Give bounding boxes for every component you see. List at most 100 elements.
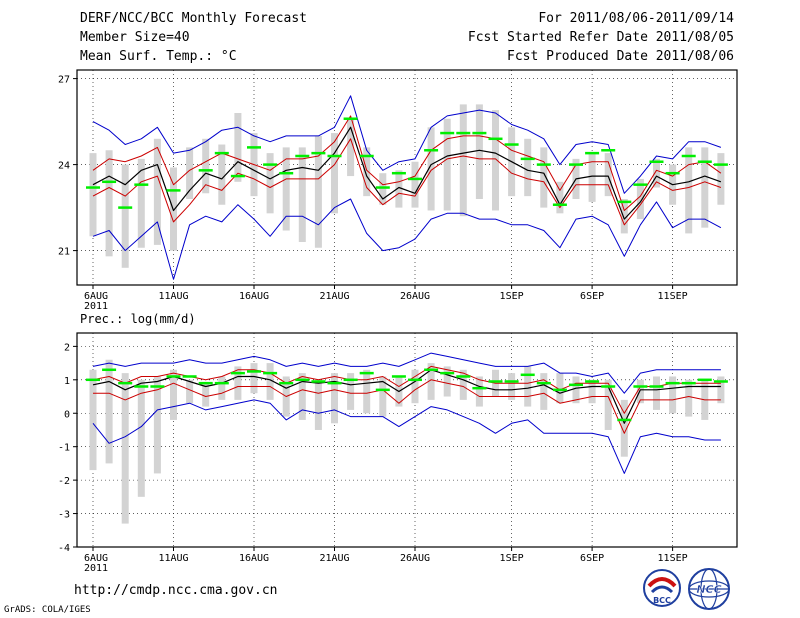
member-range-box — [620, 399, 628, 457]
x-tick-label: 16AUG — [239, 553, 269, 564]
fcst-started-date: Fcst Started Refer Date 2011/08/05 — [467, 30, 734, 45]
member-range-box — [411, 161, 419, 208]
member-range-box — [266, 363, 274, 400]
temperature-panel: 21 24 27 6AUG 11AUG 16AUG 21AUG 26AUG 1SEP 6SEP 11… — [58, 69, 738, 312]
x-tick-label: 16AUG — [239, 291, 269, 302]
member-range-box — [153, 138, 161, 245]
ensemble-mean-line — [92, 126, 722, 220]
x-tick-label: 1SEP — [500, 553, 524, 564]
member-range-box — [105, 359, 113, 464]
member-range-box — [186, 147, 194, 199]
member-range-box — [701, 147, 709, 228]
ensemble-mean-line — [92, 369, 721, 424]
member-range-box — [202, 383, 210, 407]
x-tick-label: 6SEP — [580, 553, 604, 564]
x-tick-label: 26AUG — [400, 553, 430, 564]
member-range-box — [411, 369, 419, 404]
member-range-box — [604, 379, 612, 430]
member-range-box — [218, 144, 226, 205]
member-range-box — [717, 376, 725, 404]
member-range-box — [588, 379, 596, 404]
member-range-box — [234, 366, 242, 400]
member-range-box — [170, 369, 177, 420]
member-range-box — [331, 373, 338, 424]
precip-panel-title: Prec.: log(mm/d) — [80, 312, 196, 326]
member-range-box — [636, 178, 644, 220]
member-range-box — [331, 133, 338, 214]
bcc-logo-text: BCC — [653, 596, 671, 605]
plot-frame — [76, 69, 738, 286]
variable-label: Mean Surf. Temp.: °C — [80, 49, 237, 64]
y-tick-label: 1 — [64, 376, 70, 387]
y-tick-label: 27 — [58, 75, 70, 86]
member-size: Member Size=40 — [80, 30, 190, 45]
member-range-box — [524, 366, 532, 407]
x-tick-label: 11AUG — [158, 553, 188, 564]
member-range-box — [540, 373, 548, 410]
member-range-box — [137, 158, 145, 248]
y-tick-label: -4 — [58, 543, 70, 554]
member-range-box — [186, 379, 194, 404]
member-range-box — [475, 104, 483, 199]
x-tick-label: 21AUG — [319, 291, 349, 302]
member-range-box — [427, 127, 435, 211]
member-range-box — [379, 376, 387, 417]
member-range-box — [202, 138, 210, 194]
member-range-box — [121, 164, 129, 268]
member-range-box — [121, 373, 129, 524]
member-range-box — [347, 118, 355, 177]
x-tick-label: 11SEP — [658, 291, 688, 302]
member-range-box — [89, 153, 97, 237]
member-range-box — [604, 153, 612, 197]
y-tick-label: 0 — [64, 409, 70, 420]
fcst-produced-date: Fcst Produced Date 2011/08/06 — [507, 49, 734, 64]
spread-upper-line — [92, 365, 721, 414]
bcc-logo: BCC — [643, 569, 681, 607]
member-range-box — [524, 138, 532, 197]
member-range-box — [105, 150, 113, 257]
member-range-box — [653, 158, 660, 188]
member-range-box — [492, 110, 499, 211]
member-range-box — [443, 118, 451, 211]
y-tick-label: -2 — [58, 476, 70, 487]
x-tick-label: 11AUG — [158, 291, 188, 302]
plot-frame — [76, 332, 738, 548]
member-range-box — [620, 199, 628, 234]
member-range-box — [540, 147, 548, 208]
member-range-box — [685, 147, 693, 234]
member-range-box — [475, 376, 483, 407]
x-tick-label: 26AUG — [400, 291, 430, 302]
member-range-box — [314, 135, 322, 248]
forecast-period: For 2011/08/06-2011/09/14 — [538, 11, 734, 26]
y-tick-label: 2 — [64, 342, 70, 353]
member-range-box — [153, 376, 161, 474]
member-range-box — [89, 369, 97, 471]
chart-title: DERF/NCC/BCC Monthly Forecast — [80, 11, 307, 26]
y-tick-label: -3 — [58, 510, 70, 521]
x-tick-label: 6AUG — [84, 291, 108, 302]
member-range-box — [508, 373, 516, 400]
member-range-box — [282, 147, 290, 231]
x-tick-label: 21AUG — [319, 553, 349, 564]
member-range-box — [669, 376, 677, 414]
member-range-box — [363, 147, 371, 197]
member-range-box — [443, 366, 451, 397]
y-tick-label: 24 — [58, 161, 70, 172]
member-range-box — [137, 379, 145, 497]
x-year-label: 2011 — [84, 301, 108, 312]
member-range-box — [298, 147, 306, 242]
member-range-box — [314, 379, 322, 430]
grads-credit: GrADS: COLA/IGES — [4, 605, 91, 615]
min-line — [92, 198, 722, 280]
min-line — [92, 399, 721, 474]
source-url[interactable]: http://cmdp.ncc.cma.gov.cn — [74, 583, 278, 598]
spread-lower-line — [92, 138, 722, 226]
member-range-box — [653, 376, 660, 410]
member-range-box — [556, 373, 564, 404]
member-range-box — [556, 181, 564, 214]
member-range-box — [427, 363, 435, 400]
y-tick-label: -1 — [58, 443, 70, 454]
x-tick-label: 6AUG — [84, 553, 108, 564]
